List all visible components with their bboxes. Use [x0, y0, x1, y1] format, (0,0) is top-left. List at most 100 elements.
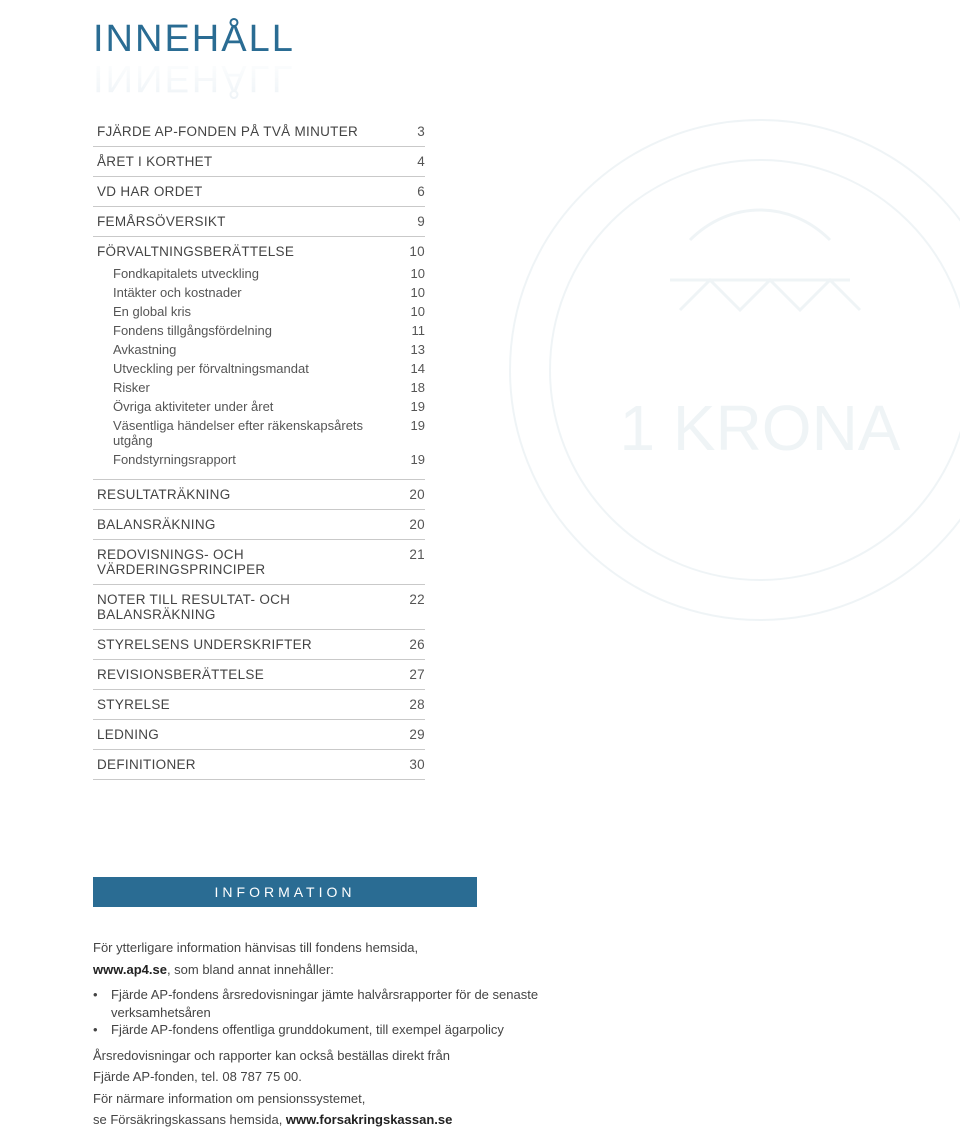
toc-main-row[interactable]: NOTER TILL RESULTAT- OCH BALANSRÄKNING22: [93, 585, 425, 629]
toc-main-row[interactable]: FJÄRDE AP-FONDEN PÅ TVÅ MINUTER 3: [93, 117, 425, 146]
info-bullet-text: Fjärde AP-fondens offentliga grunddokume…: [111, 1021, 504, 1039]
info-tail-4a: se Försäkringskassans hemsida,: [93, 1112, 286, 1127]
toc-sub-page: 19: [397, 399, 425, 414]
toc-main-page: 26: [397, 637, 425, 652]
toc-sub-page: 14: [397, 361, 425, 376]
info-tail-2: Fjärde AP-fonden, tel. 08 787 75 00.: [93, 1068, 563, 1086]
toc-sub-label: Avkastning: [113, 342, 176, 357]
toc-main-row[interactable]: STYRELSE 28: [93, 690, 425, 719]
bullet-dot-icon: •: [93, 1021, 111, 1039]
toc-sub-row[interactable]: Intäkter och kostnader10: [93, 285, 425, 304]
page: 1 KRONA INNEHÅLL INNEHÅLL FJÄRDE AP-FOND…: [0, 0, 960, 1097]
toc-main-row[interactable]: RESULTATRÄKNING 20: [93, 480, 425, 509]
toc-sub-row[interactable]: Väsentliga händelser efter räkenskapsåre…: [93, 418, 425, 452]
toc-sub-page: 19: [397, 452, 425, 467]
toc-sub-row[interactable]: Fondens tillgångsfördelning 11: [93, 323, 425, 342]
toc-sub-label: Risker: [113, 380, 150, 395]
toc-sub-row[interactable]: Övriga aktiviteter under året 19: [93, 399, 425, 418]
info-link-fk[interactable]: www.forsakringskassan.se: [286, 1112, 452, 1127]
info-bullet: •Fjärde AP-fondens offentliga grunddokum…: [93, 1021, 563, 1039]
toc-section: FEMÅRSÖVERSIKT 9: [93, 206, 425, 236]
information-section: INFORMATION För ytterligare information …: [93, 877, 563, 1133]
toc-main-page: 22: [397, 592, 425, 607]
toc-main-label: FEMÅRSÖVERSIKT: [97, 214, 226, 229]
info-intro-line2b: , som bland annat innehåller:: [167, 962, 334, 977]
toc-section: FJÄRDE AP-FONDEN PÅ TVÅ MINUTER 3: [93, 117, 425, 146]
information-body: För ytterligare information hänvisas til…: [93, 939, 563, 1129]
toc-main-row[interactable]: ÅRET I KORTHET 4: [93, 147, 425, 176]
toc-section: ÅRET I KORTHET 4: [93, 146, 425, 176]
toc-sub-label: En global kris: [113, 304, 191, 319]
toc-main-label: REVISIONSBERÄTTELSE: [97, 667, 264, 682]
toc-main-label: ÅRET I KORTHET: [97, 154, 212, 169]
toc-main-label: NOTER TILL RESULTAT- OCH BALANSRÄKNING: [97, 592, 397, 622]
toc-main-label: LEDNING: [97, 727, 159, 742]
toc-main-row[interactable]: STYRELSENS UNDERSKRIFTER 26: [93, 630, 425, 659]
info-tail-1: Årsredovisningar och rapporter kan också…: [93, 1047, 563, 1065]
toc-main-page: 20: [397, 517, 425, 532]
toc-section: RESULTATRÄKNING 20: [93, 479, 425, 509]
toc-sub-label: Övriga aktiviteter under året: [113, 399, 273, 414]
toc-sub-page: 10: [397, 304, 425, 319]
toc-main-page: 28: [397, 697, 425, 712]
toc-section: FÖRVALTNINGSBERÄTTELSE10Fondkapitalets u…: [93, 236, 425, 479]
toc-sub-row[interactable]: Fondkapitalets utveckling 10: [93, 266, 425, 285]
toc-sub-page: 10: [397, 285, 425, 300]
info-bullet-text: Fjärde AP-fondens årsredovisningar jämte…: [111, 986, 563, 1021]
toc-main-page: 3: [397, 124, 425, 139]
toc-main-row[interactable]: FÖRVALTNINGSBERÄTTELSE 10: [93, 237, 425, 266]
toc-main-row[interactable]: FEMÅRSÖVERSIKT 9: [93, 207, 425, 236]
toc-section: STYRELSENS UNDERSKRIFTER 26: [93, 629, 425, 659]
toc-main-page: 20: [397, 487, 425, 502]
toc-main-page: 27: [397, 667, 425, 682]
toc-main-row[interactable]: REVISIONSBERÄTTELSE 27: [93, 660, 425, 689]
toc-main-row[interactable]: REDOVISNINGS- OCH VÄRDERINGSPRINCIPER21: [93, 540, 425, 584]
toc-main-row[interactable]: VD HAR ORDET6: [93, 177, 425, 206]
toc-sub-label: Fondens tillgångsfördelning: [113, 323, 272, 338]
toc-main-label: STYRELSENS UNDERSKRIFTER: [97, 637, 312, 652]
info-tail-3: För närmare information om pensionssyste…: [93, 1090, 563, 1108]
svg-text:1 KRONA: 1 KRONA: [620, 392, 901, 464]
toc-sub-label: Fondstyrningsrapport: [113, 452, 236, 467]
toc-sub-page: 18: [397, 380, 425, 395]
page-title: INNEHÅLL: [93, 18, 960, 61]
toc-sub-label: Väsentliga händelser efter räkenskapsåre…: [113, 418, 397, 448]
toc-section: DEFINITIONER 30: [93, 749, 425, 780]
toc-main-page: 10: [397, 244, 425, 259]
toc-sub-row[interactable]: Risker 18: [93, 380, 425, 399]
toc-main-label: REDOVISNINGS- OCH VÄRDERINGSPRINCIPER: [97, 547, 397, 577]
toc-sub-row[interactable]: Fondstyrningsrapport 19: [93, 452, 425, 471]
toc-sub-spacer: [93, 471, 425, 479]
toc-sub-label: Fondkapitalets utveckling: [113, 266, 259, 281]
toc-main-label: RESULTATRÄKNING: [97, 487, 231, 502]
toc-section: REDOVISNINGS- OCH VÄRDERINGSPRINCIPER21: [93, 539, 425, 584]
toc-main-label: FÖRVALTNINGSBERÄTTELSE: [97, 244, 294, 259]
toc-main-page: 21: [397, 547, 425, 562]
toc-main-label: STYRELSE: [97, 697, 170, 712]
toc-sub-page: 11: [397, 323, 425, 338]
toc-section: REVISIONSBERÄTTELSE 27: [93, 659, 425, 689]
toc-sub-row[interactable]: Avkastning13: [93, 342, 425, 361]
toc-section: LEDNING 29: [93, 719, 425, 749]
information-heading: INFORMATION: [93, 877, 477, 907]
toc-main-page: 6: [397, 184, 425, 199]
toc-main-page: 4: [397, 154, 425, 169]
toc-section: NOTER TILL RESULTAT- OCH BALANSRÄKNING22: [93, 584, 425, 629]
toc-main-page: 29: [397, 727, 425, 742]
toc-sub-page: 10: [397, 266, 425, 281]
toc-section: VD HAR ORDET6: [93, 176, 425, 206]
info-bullet: •Fjärde AP-fondens årsredovisningar jämt…: [93, 986, 563, 1021]
toc-sub-row[interactable]: Utveckling per förvaltningsmandat14: [93, 361, 425, 380]
toc-main-label: DEFINITIONER: [97, 757, 196, 772]
toc-main-row[interactable]: DEFINITIONER 30: [93, 750, 425, 779]
toc-main-label: FJÄRDE AP-FONDEN PÅ TVÅ MINUTER: [97, 124, 358, 139]
toc-main-page: 30: [397, 757, 425, 772]
toc-sub-row[interactable]: En global kris 10: [93, 304, 425, 323]
toc-main-page: 9: [397, 214, 425, 229]
toc-main-row[interactable]: LEDNING 29: [93, 720, 425, 749]
toc-section: STYRELSE 28: [93, 689, 425, 719]
watermark-coin: 1 KRONA: [500, 110, 960, 630]
info-link-ap4[interactable]: www.ap4.se: [93, 962, 167, 977]
toc-main-row[interactable]: BALANSRÄKNING20: [93, 510, 425, 539]
toc-sub-page: 19: [397, 418, 425, 433]
